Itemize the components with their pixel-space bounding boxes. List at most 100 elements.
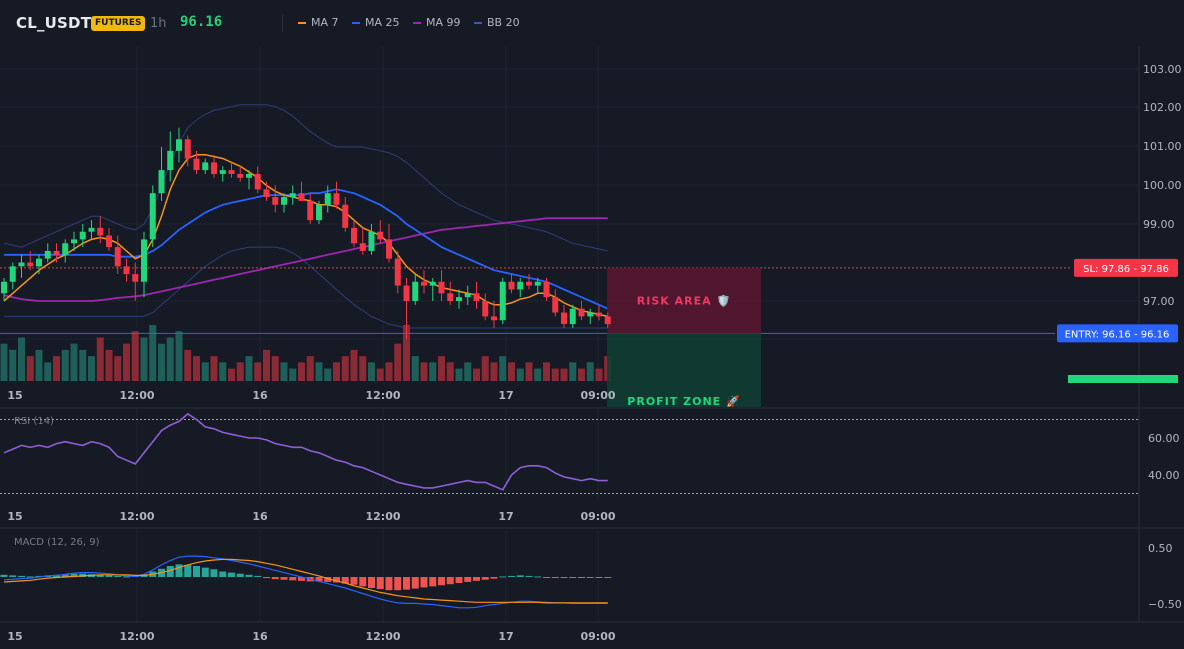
volume-bar bbox=[105, 349, 113, 381]
candle-body bbox=[587, 312, 594, 317]
volume-bar bbox=[368, 362, 375, 381]
last-price: 96.16 bbox=[180, 14, 223, 30]
volume-bar bbox=[123, 343, 130, 381]
time-tick: 12:00 bbox=[365, 389, 400, 402]
candle-body bbox=[211, 162, 217, 174]
candle-body bbox=[18, 262, 25, 267]
macd-hist-bar bbox=[18, 575, 25, 577]
macd-hist-bar bbox=[429, 577, 437, 587]
candle-body bbox=[534, 281, 541, 286]
time-tick: 17 bbox=[498, 389, 513, 402]
candle-body bbox=[386, 239, 392, 259]
volume-bar bbox=[438, 356, 445, 381]
legend-label: MA 25 bbox=[365, 16, 400, 29]
time-tick: 17 bbox=[498, 510, 513, 523]
macd-hist-bar bbox=[245, 574, 253, 577]
price-tick: 103.00 bbox=[1143, 63, 1182, 76]
volume-bar bbox=[210, 356, 218, 381]
legend-ma99[interactable]: MA 99 bbox=[413, 16, 461, 29]
macd-hist-bar bbox=[236, 573, 244, 577]
candle-body bbox=[491, 316, 497, 321]
volume-bar bbox=[298, 362, 305, 381]
volume-bar bbox=[429, 362, 437, 381]
macd-hist-bar bbox=[0, 574, 8, 577]
rsi-tick: 40.00 bbox=[1148, 469, 1180, 482]
volume-bar bbox=[184, 349, 192, 381]
macd-hist-bar bbox=[96, 574, 104, 577]
time-tick: 16 bbox=[252, 630, 268, 643]
candle-body bbox=[272, 197, 279, 205]
volume-bar bbox=[88, 356, 95, 381]
risk-area-label: RISK AREA 🛡️ bbox=[637, 295, 731, 308]
volume-bar bbox=[236, 362, 244, 381]
candle-body bbox=[44, 250, 51, 259]
candle-body bbox=[141, 239, 147, 282]
candle-body bbox=[429, 281, 436, 286]
candle-body bbox=[604, 316, 611, 325]
legend-swatch bbox=[474, 22, 482, 24]
macd-hist-bar bbox=[455, 577, 463, 584]
macd-hist-bar bbox=[70, 573, 78, 577]
volume-bar bbox=[114, 356, 122, 381]
candle-body bbox=[324, 193, 331, 205]
price-tick: 102.00 bbox=[1143, 101, 1182, 114]
volume-bar bbox=[228, 368, 235, 381]
risk-area bbox=[607, 267, 761, 334]
time-tick: 15 bbox=[7, 389, 22, 402]
macd-hist-bar bbox=[271, 577, 279, 580]
macd-hist-bar bbox=[9, 575, 17, 577]
macd-hist-bar bbox=[254, 575, 262, 577]
macd-hist-bar bbox=[543, 577, 550, 578]
volume-bar bbox=[350, 349, 358, 381]
legend-ma7[interactable]: MA 7 bbox=[298, 16, 339, 29]
volume-bar bbox=[473, 368, 480, 381]
legend-bb20[interactable]: BB 20 bbox=[474, 16, 520, 29]
volume-bar bbox=[193, 356, 200, 381]
macd-hist-bar bbox=[175, 564, 183, 577]
volume-bar bbox=[324, 368, 332, 381]
macd-hist-bar bbox=[394, 577, 402, 591]
macd-hist-bar bbox=[464, 577, 472, 582]
volume-bar bbox=[254, 362, 262, 381]
time-tick: 12:00 bbox=[119, 389, 154, 402]
candle-body bbox=[176, 139, 182, 151]
volume-bar bbox=[359, 356, 367, 381]
candle-body bbox=[289, 193, 296, 198]
price-tick: 101.00 bbox=[1143, 140, 1182, 153]
volume-bar bbox=[166, 337, 174, 381]
candle-body bbox=[499, 281, 506, 321]
volume-bar bbox=[394, 343, 402, 381]
macd-hist-bar bbox=[341, 577, 349, 584]
volume-bar bbox=[79, 349, 87, 381]
candle-body bbox=[246, 173, 252, 178]
volume-bar bbox=[508, 362, 515, 381]
macd-signal-line bbox=[3, 558, 608, 604]
candle-body bbox=[508, 281, 515, 290]
header-separator bbox=[282, 14, 283, 32]
volume-bar bbox=[18, 337, 25, 381]
macd-pane: MACD (12, 26, 9) 0.50 −0.50 bbox=[0, 537, 1182, 611]
volume-bar bbox=[385, 362, 393, 381]
candle-body bbox=[106, 235, 112, 248]
symbol-title[interactable]: CL_USDT bbox=[16, 14, 92, 32]
timeframe-label[interactable]: 1h bbox=[150, 16, 167, 31]
volume-bar bbox=[499, 356, 507, 381]
volume-bar bbox=[595, 368, 603, 381]
candle-body bbox=[254, 173, 261, 190]
macd-hist-bar bbox=[298, 577, 305, 581]
legend-ma25[interactable]: MA 25 bbox=[352, 16, 400, 29]
time-tick: 09:00 bbox=[580, 510, 615, 523]
macd-hist-bar bbox=[193, 566, 200, 577]
candle-body bbox=[342, 204, 349, 228]
candle-body bbox=[377, 231, 384, 240]
ma25-line bbox=[4, 188, 609, 310]
candle-body bbox=[403, 285, 410, 301]
candle-body bbox=[412, 281, 419, 301]
price-tick: 97.00 bbox=[1143, 295, 1175, 308]
rsi-pane: RSI (14) 60.00 40.00 bbox=[0, 412, 1180, 494]
volume-bar bbox=[420, 362, 428, 381]
volume-bar bbox=[333, 362, 340, 381]
candle-body bbox=[1, 281, 7, 294]
